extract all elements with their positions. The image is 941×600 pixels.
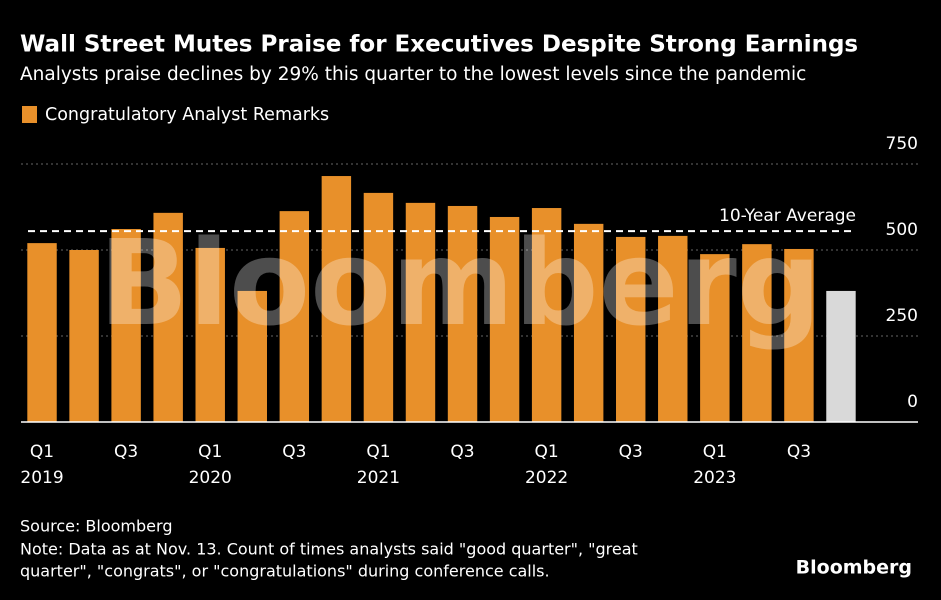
chart-title: Wall Street Mutes Praise for Executives … [20,32,858,58]
bar [111,229,141,422]
reference-label: 10-Year Average [719,206,856,226]
bar [489,216,520,422]
x-tick-label: Q3 [619,442,643,462]
bar [616,236,646,422]
x-tick-label: 2019 [20,468,63,488]
bar [69,250,99,422]
bar [237,290,267,422]
logo: Bloomberg [796,557,912,579]
bar [531,208,562,422]
bar [742,244,772,422]
x-tick-label: Q3 [114,442,138,462]
note-line: quarter", "congrats", or "congratulation… [20,562,550,581]
x-tick-label: 2023 [693,468,736,488]
bar [826,290,856,422]
bar [321,176,352,422]
x-tick-label: Q3 [450,442,474,462]
bar [405,202,436,422]
note-line: Note: Data as at Nov. 13. Count of times… [20,540,638,559]
bar [700,254,730,422]
bar [153,212,183,422]
bar [784,248,814,422]
bar [447,205,478,422]
x-tick-label: 2020 [189,468,232,488]
x-tick-label: Q3 [282,442,306,462]
y-tick-label: 500 [886,220,918,240]
legend-label: Congratulatory Analyst Remarks [45,105,329,125]
x-tick-label: Q1 [366,442,390,462]
bar [658,235,688,422]
x-tick-label: Q3 [787,442,811,462]
x-tick-label: 2022 [525,468,568,488]
bar [279,211,310,422]
source: Source: Bloomberg [20,517,172,536]
bar [573,223,604,422]
legend-swatch [22,106,37,123]
bar [195,247,225,422]
x-tick-label: 2021 [357,468,400,488]
watermark: Bloomberg [99,214,822,352]
x-tick-label: Q1 [703,442,727,462]
x-tick-label: Q1 [535,442,559,462]
x-tick-label: Q1 [30,442,54,462]
y-tick-label: 0 [907,392,918,412]
bar [27,243,57,422]
x-tick-label: Q1 [198,442,222,462]
y-tick-label: 750 [886,134,918,154]
chart-subtitle: Analysts praise declines by 29% this qua… [20,64,806,85]
y-tick-label: 250 [886,306,918,326]
